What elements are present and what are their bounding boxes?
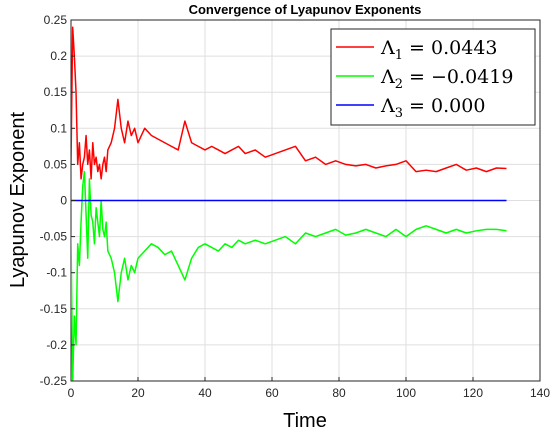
series-layer	[71, 26, 507, 381]
x-tick-label: 80	[332, 386, 346, 400]
chart-title: Convergence of Lyapunov Exponents	[189, 2, 422, 17]
legend-box	[330, 28, 536, 126]
y-tick-label: 0.2	[50, 49, 67, 63]
y-tick-label: -0.15	[40, 302, 68, 316]
y-axis-label: Lyapunov Exponent	[7, 112, 29, 289]
legend-label-2: Λ2 = −0.0419	[380, 66, 513, 92]
x-tick-label: 140	[530, 386, 550, 400]
y-tick-label: -0.05	[40, 230, 68, 244]
series-line-2	[71, 170, 507, 381]
x-tick-label: 40	[198, 386, 212, 400]
legend-label-3: Λ3 = 0.000	[380, 95, 485, 121]
legend-subscript: 3	[395, 106, 403, 121]
legend-value: = 0.000	[403, 95, 485, 117]
y-tick-label: 0.1	[50, 121, 67, 135]
x-ticks: 0 20 40 60 80 100 120 140	[68, 377, 550, 400]
legend-symbol: Λ	[380, 95, 395, 117]
y-tick-label: -0.1	[46, 266, 67, 280]
legend-symbol: Λ	[380, 37, 395, 59]
y-tick-label: 0	[60, 194, 67, 208]
y-tick-label: 0.15	[44, 85, 68, 99]
y-tick-label: -0.25	[40, 374, 68, 388]
x-tick-label: 120	[463, 386, 483, 400]
legend-value: = −0.0419	[403, 66, 513, 88]
x-tick-label: 0	[68, 386, 75, 400]
y-tick-label: 0.05	[44, 157, 68, 171]
x-tick-label: 20	[131, 386, 145, 400]
x-tick-label: 60	[265, 386, 279, 400]
y-ticks: -0.25 -0.2 -0.15 -0.1 -0.05 0 0.05 0.1 0.15 0.2 0.…	[40, 13, 75, 388]
legend-subscript: 2	[395, 77, 403, 92]
y-tick-label: 0.25	[44, 13, 68, 27]
y-tick-label: -0.2	[46, 338, 67, 352]
x-tick-label: 100	[396, 386, 416, 400]
legend-value: = 0.0443	[403, 37, 497, 59]
legend-label-1: Λ1 = 0.0443	[380, 37, 498, 63]
legend-subscript: 1	[395, 48, 403, 63]
legend-symbol: Λ	[380, 66, 395, 88]
x-axis-label: Time	[283, 410, 327, 432]
series-line-1	[71, 26, 507, 180]
